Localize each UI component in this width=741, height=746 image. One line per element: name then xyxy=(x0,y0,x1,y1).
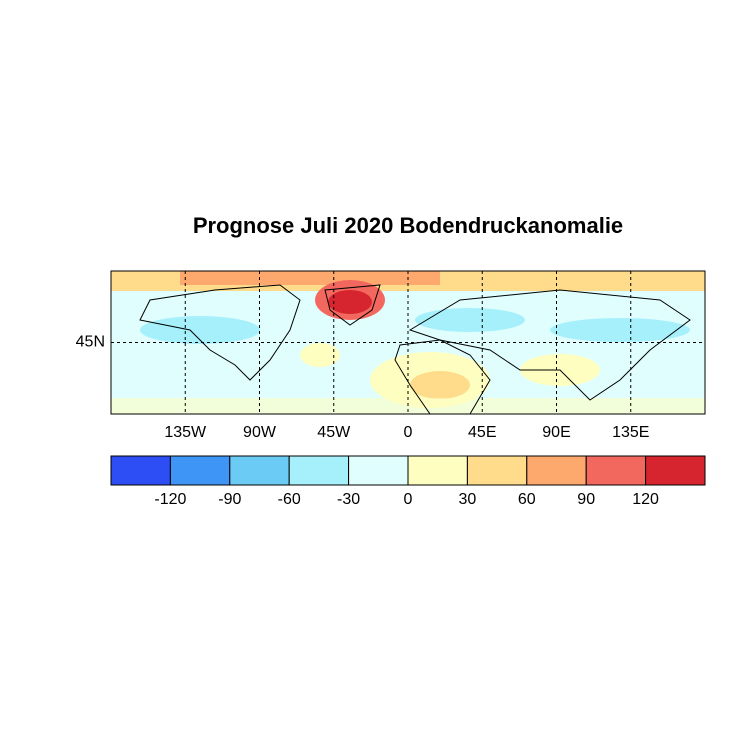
colorbar-label: 90 xyxy=(577,491,595,508)
colorbar-box xyxy=(645,455,706,486)
chart-title: Prognose Juli 2020 Bodendruckanomalie xyxy=(193,213,623,238)
y-tick-label: 45N xyxy=(76,334,105,351)
field-region xyxy=(180,271,440,285)
field-region xyxy=(328,290,372,314)
x-tick-label: 45W xyxy=(317,424,351,441)
colorbar-box xyxy=(288,455,350,486)
field-region xyxy=(550,318,690,342)
colorbar-box xyxy=(466,455,528,486)
x-tick-label: 135E xyxy=(612,424,649,441)
x-tick-label: 0 xyxy=(404,424,413,441)
colorbar-box xyxy=(348,455,409,486)
field-region xyxy=(300,343,340,367)
x-tick-label: 45E xyxy=(468,424,496,441)
colorbar-label: -60 xyxy=(278,491,301,508)
colorbar-label: -30 xyxy=(337,491,360,508)
colorbar-box xyxy=(229,455,290,486)
coastline xyxy=(139,284,301,381)
colorbar-label: -120 xyxy=(154,491,186,508)
colorbar-box xyxy=(585,455,647,486)
colorbar-label: 60 xyxy=(518,491,536,508)
coastline xyxy=(408,289,691,401)
field-region xyxy=(410,371,470,399)
x-tick-label: 90W xyxy=(243,424,277,441)
colorbar-box xyxy=(407,455,468,486)
map-frame xyxy=(110,270,706,415)
colorbar-label: 0 xyxy=(404,491,413,508)
colorbar-box xyxy=(110,455,171,486)
colorbar-box xyxy=(526,455,587,486)
field-region xyxy=(140,316,260,344)
colorbar-label: 30 xyxy=(459,491,477,508)
colorbar-label: 120 xyxy=(632,491,659,508)
field-region xyxy=(415,308,525,332)
colorbar-box xyxy=(169,455,231,486)
colorbar-label: -90 xyxy=(218,491,241,508)
coastline xyxy=(324,284,381,326)
x-tick-label: 135W xyxy=(164,424,207,441)
x-tick-label: 90E xyxy=(542,424,570,441)
